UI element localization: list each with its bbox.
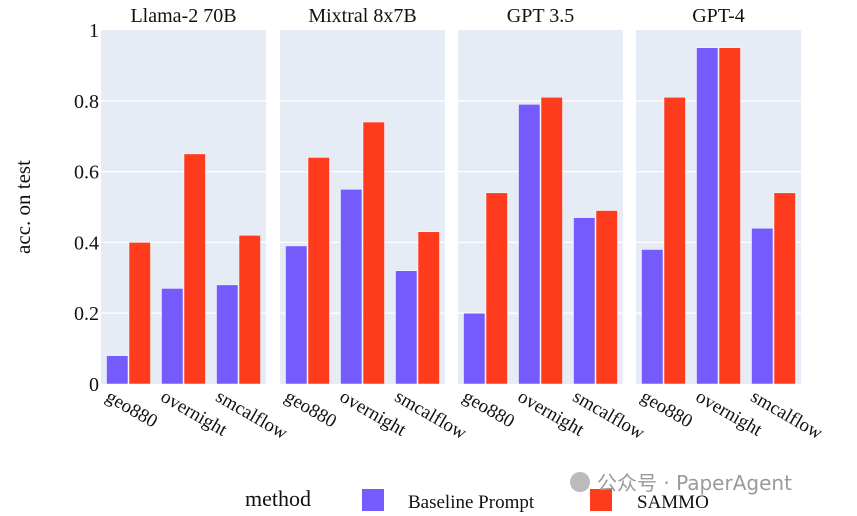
watermark: 公众号 · PaperAgent [570,471,792,495]
bar-sammo-smcalflow[interactable] [595,210,618,385]
bar-baseline-geo880[interactable] [463,312,486,385]
plot-background [458,30,623,384]
plot-background [280,30,445,384]
bar-baseline-smcalflow[interactable] [573,217,596,385]
x-tick-label: smcalflow [747,386,826,444]
bar-sammo-overnight[interactable] [183,153,206,385]
y-tick-label: 0.6 [74,162,99,184]
y-axis-label: acc. on test [11,160,35,254]
y-tick-label: 1 [89,20,99,42]
legend-title: method [245,486,311,511]
bar-sammo-smcalflow[interactable] [417,231,440,385]
bar-sammo-smcalflow[interactable] [238,235,261,385]
y-tick-label: 0.2 [74,303,99,325]
plot-background [101,30,266,384]
bar-baseline-geo880[interactable] [641,249,664,385]
bar-baseline-smcalflow[interactable] [395,270,418,385]
legend-label-sammo[interactable]: SAMMO [637,492,709,513]
y-tick-label: 0.4 [74,232,99,254]
bar-sammo-overnight[interactable] [362,121,385,385]
y-tick-label: 0 [89,374,99,396]
bar-sammo-overnight[interactable] [718,47,741,385]
panel-title: GPT 3.5 [507,5,574,27]
bar-baseline-geo880[interactable] [285,245,308,385]
bar-sammo-overnight[interactable] [540,97,563,385]
watermark-icon [570,472,590,492]
watermark-text: 公众号 · PaperAgent [597,471,792,495]
plot-background [636,30,801,384]
panel-title: Llama-2 70B [130,5,236,27]
bar-sammo-smcalflow[interactable] [773,192,796,385]
bar-baseline-overnight[interactable] [340,189,363,385]
bar-baseline-overnight[interactable] [161,288,184,385]
bar-sammo-geo880[interactable] [128,242,151,385]
panel-title: GPT-4 [692,5,745,27]
y-tick-label: 0.8 [74,91,99,113]
legend: method Baseline Prompt SAMMO [245,486,709,513]
bar-baseline-smcalflow[interactable] [751,227,774,385]
bar-baseline-overnight[interactable] [696,47,719,385]
x-tick-label: smcalflow [391,386,470,444]
legend-swatch-baseline[interactable] [362,489,384,511]
panel-title: Mixtral 8x7B [308,5,416,27]
bar-sammo-geo880[interactable] [663,97,686,385]
bar-sammo-geo880[interactable] [485,192,508,385]
x-tick-label: smcalflow [569,386,648,444]
legend-label-baseline[interactable]: Baseline Prompt [408,492,535,513]
x-tick-label: smcalflow [212,386,291,444]
bar-baseline-overnight[interactable] [518,104,541,385]
legend-swatch-sammo[interactable] [590,489,612,511]
x-tick-label: geo880 [102,386,161,432]
bar-baseline-geo880[interactable] [106,355,129,385]
bar-sammo-geo880[interactable] [307,157,330,385]
bar-baseline-smcalflow[interactable] [216,284,239,385]
